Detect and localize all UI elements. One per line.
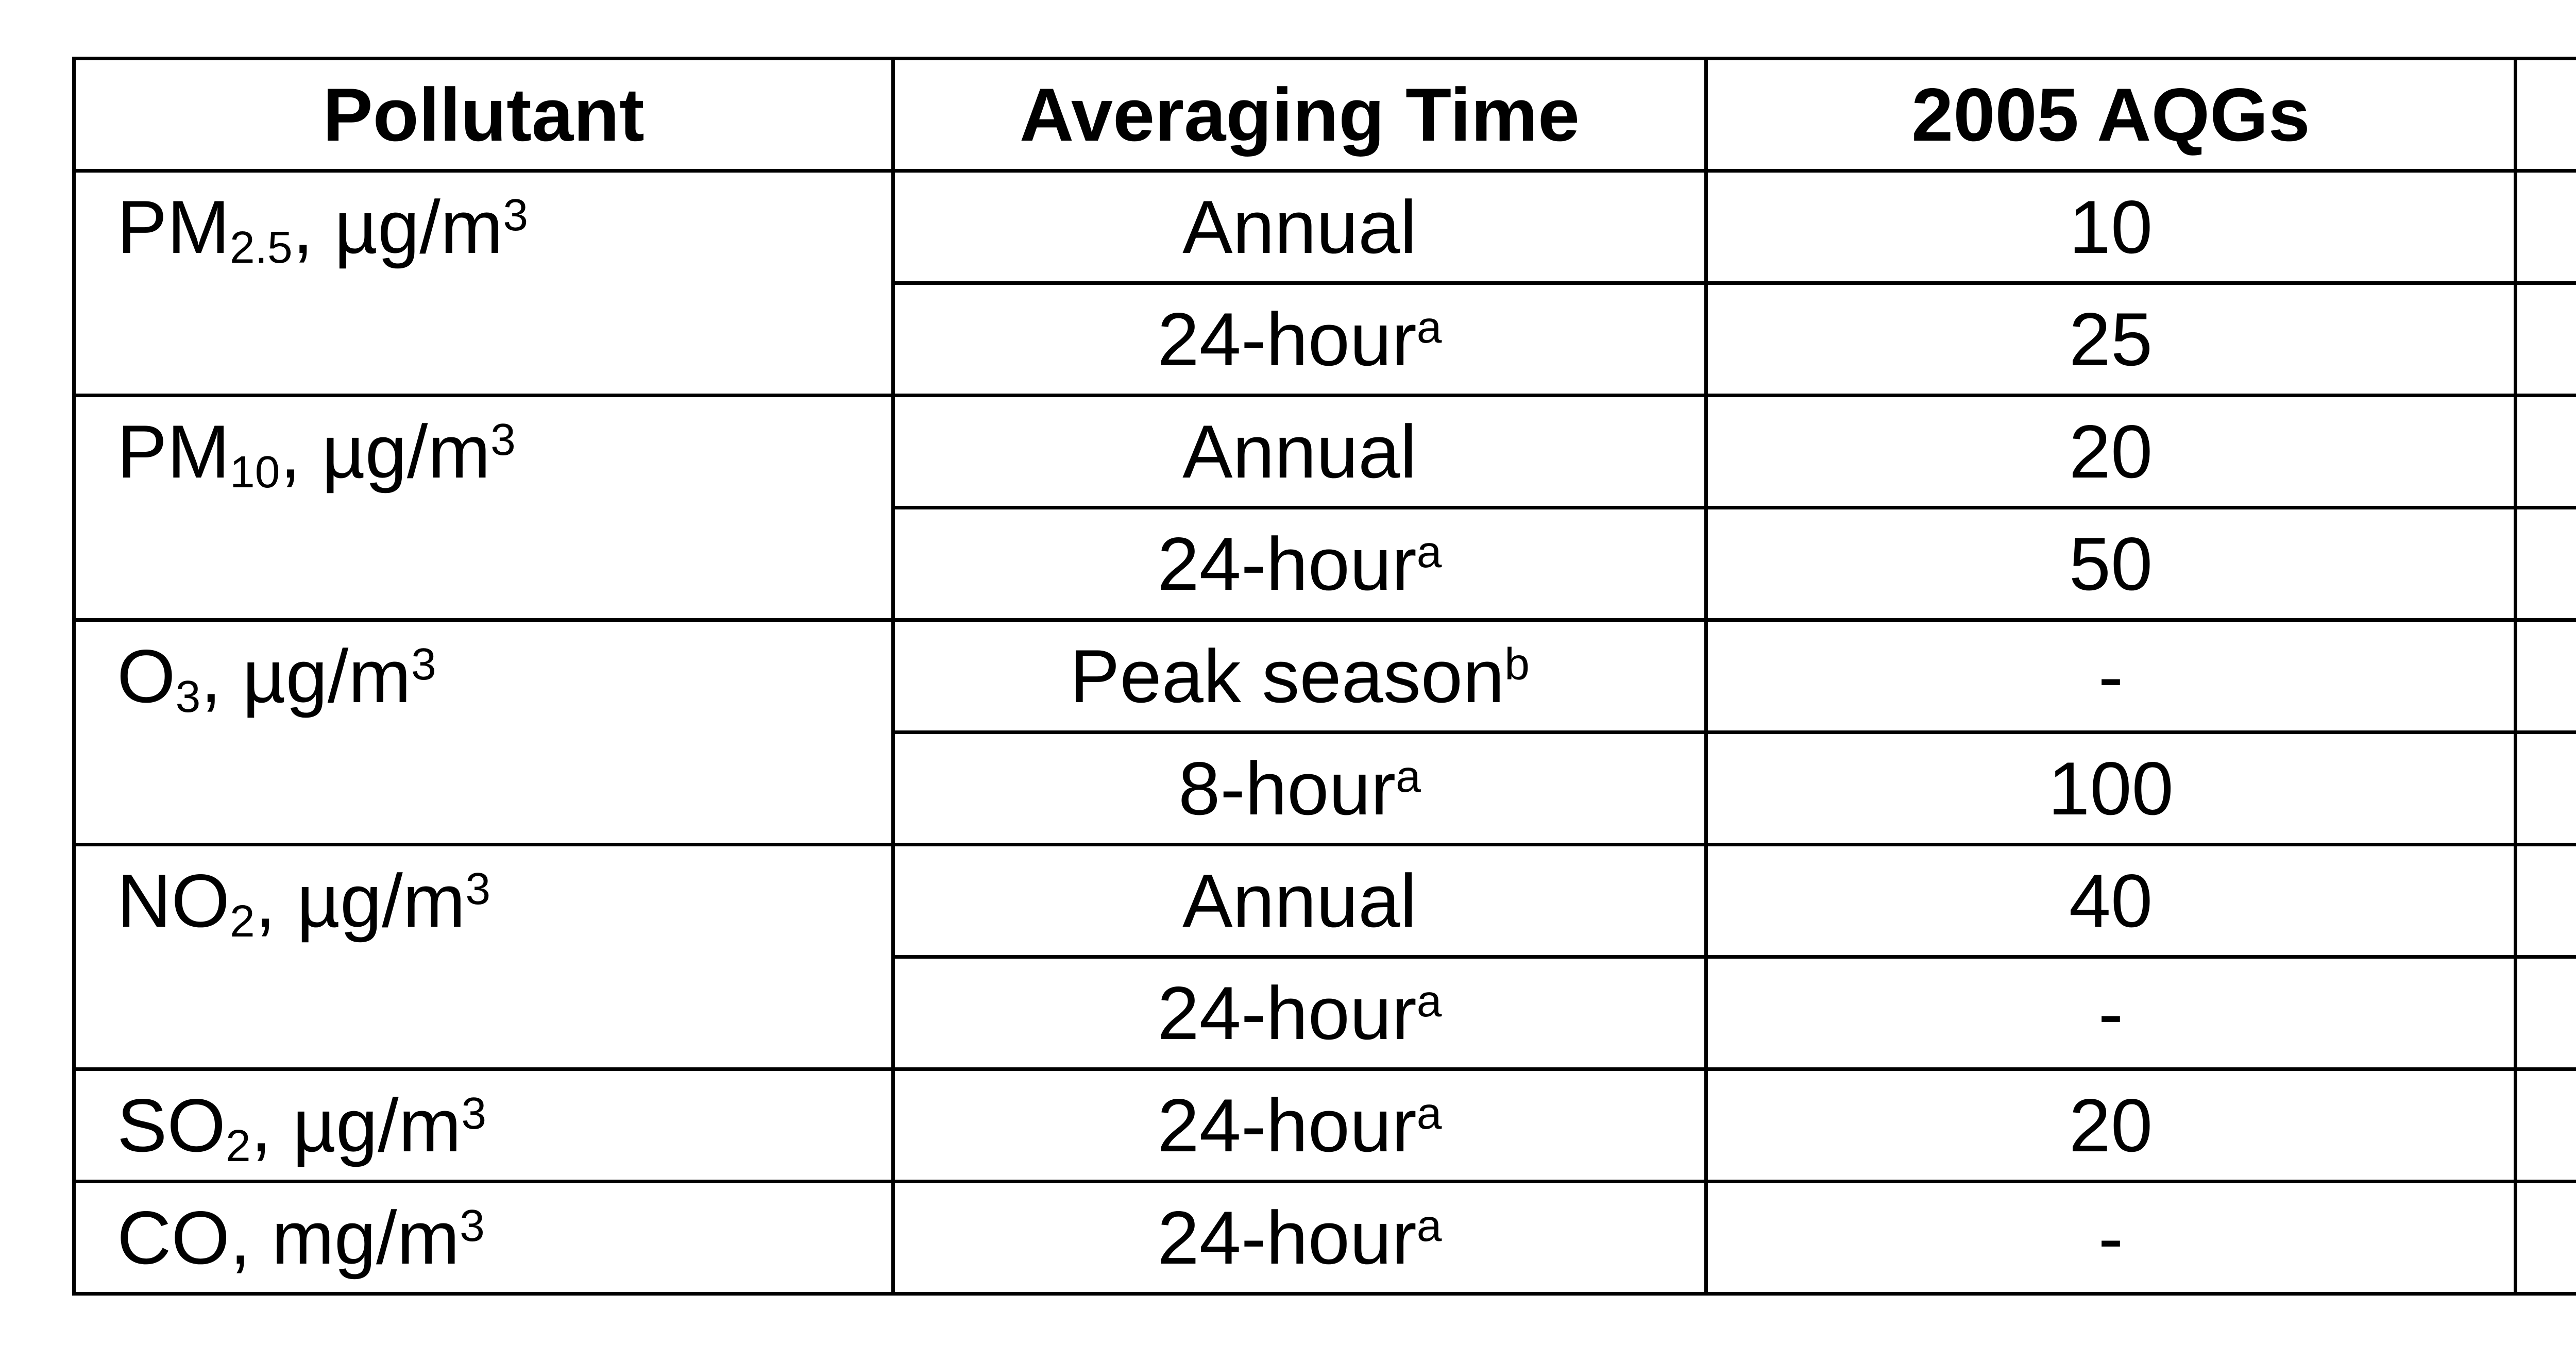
- table-row: O3, µg/m3 Peak seasonb - 60: [72, 618, 2576, 846]
- table-row: SO2, µg/m3 24-houra 20 40: [72, 1067, 2576, 1183]
- averaging-time-cell: 24-houra: [891, 281, 1708, 397]
- aqg-2005-value: 20: [1704, 394, 2517, 509]
- aqg-2005-value: 25: [1704, 281, 2517, 397]
- table-row: CO, mg/m3 24-houra - 4: [72, 1180, 2576, 1296]
- averaging-time-cell: 8-houra: [891, 730, 1708, 846]
- table-row: 24-houra - 25: [74, 955, 2576, 1071]
- aqg-table: Pollutant Averaging Time 2005 AQGs 2021 …: [72, 57, 2576, 1296]
- col-header-2021-aqgs: 2021 AQGs: [2514, 57, 2576, 173]
- table-row: PM10, µg/m3 Annual 20 15: [72, 394, 2576, 622]
- aqg-2021-value: 4: [2514, 1180, 2576, 1296]
- averaging-time-cell: 24-houra: [891, 1067, 1708, 1183]
- table-row: PM2.5, µg/m3 Annual 10 5: [72, 169, 2576, 397]
- aqg-2005-value: 50: [1704, 506, 2517, 622]
- aqg-2005-value: 40: [1704, 843, 2517, 959]
- table-row: 24-houra 25 15: [74, 281, 2576, 397]
- aqg-2021-value: 25: [2514, 955, 2576, 1071]
- pollutant-cell-no2: NO2, µg/m3: [72, 843, 895, 1071]
- aqg-2021-value: 45: [2514, 506, 2576, 622]
- aqg-2005-value: 20: [1704, 1067, 2517, 1183]
- averaging-time-cell: 24-houra: [891, 1180, 1708, 1296]
- aqg-2021-value: 40: [2514, 1067, 2576, 1183]
- aqg-2005-value: 10: [1704, 169, 2517, 285]
- aqg-2021-value: 10: [2514, 843, 2576, 959]
- averaging-time-cell: 24-houra: [891, 506, 1708, 622]
- table-row: 24-houra 50 45: [74, 506, 2576, 622]
- table-row: NO2, µg/m3 Annual 40 10: [72, 843, 2576, 1071]
- pollutant-cell-co: CO, mg/m3: [72, 1180, 895, 1296]
- table-row: 8-houra 100 100: [74, 730, 2576, 846]
- aqg-2021-value: 100: [2514, 730, 2576, 846]
- averaging-time-cell: Peak seasonb: [891, 618, 1708, 734]
- aqg-2021-value: 5: [2514, 169, 2576, 285]
- averaging-time-cell: Annual: [891, 169, 1708, 285]
- aqg-2005-value: -: [1704, 618, 2517, 734]
- averaging-time-cell: Annual: [891, 843, 1708, 959]
- pollutant-cell-pm10: PM10, µg/m3: [72, 394, 895, 622]
- pollutant-cell-o3: O3, µg/m3: [72, 618, 895, 846]
- col-header-averaging-time: Averaging Time: [891, 57, 1708, 173]
- col-header-pollutant: Pollutant: [72, 57, 895, 173]
- aqg-2005-value: -: [1704, 955, 2517, 1071]
- averaging-time-cell: 24-houra: [891, 955, 1708, 1071]
- aqg-2005-value: 100: [1704, 730, 2517, 846]
- col-header-2005-aqgs: 2005 AQGs: [1704, 57, 2517, 173]
- pollutant-cell-pm25: PM2.5, µg/m3: [72, 169, 895, 397]
- aqg-2005-value: -: [1704, 1180, 2517, 1296]
- header-row: Pollutant Averaging Time 2005 AQGs 2021 …: [72, 57, 2576, 173]
- aqg-2021-value: 15: [2514, 281, 2576, 397]
- aqg-2021-value: 60: [2514, 618, 2576, 734]
- aqg-2021-value: 15: [2514, 394, 2576, 509]
- averaging-time-cell: Annual: [891, 394, 1708, 509]
- pollutant-cell-so2: SO2, µg/m3: [72, 1067, 895, 1183]
